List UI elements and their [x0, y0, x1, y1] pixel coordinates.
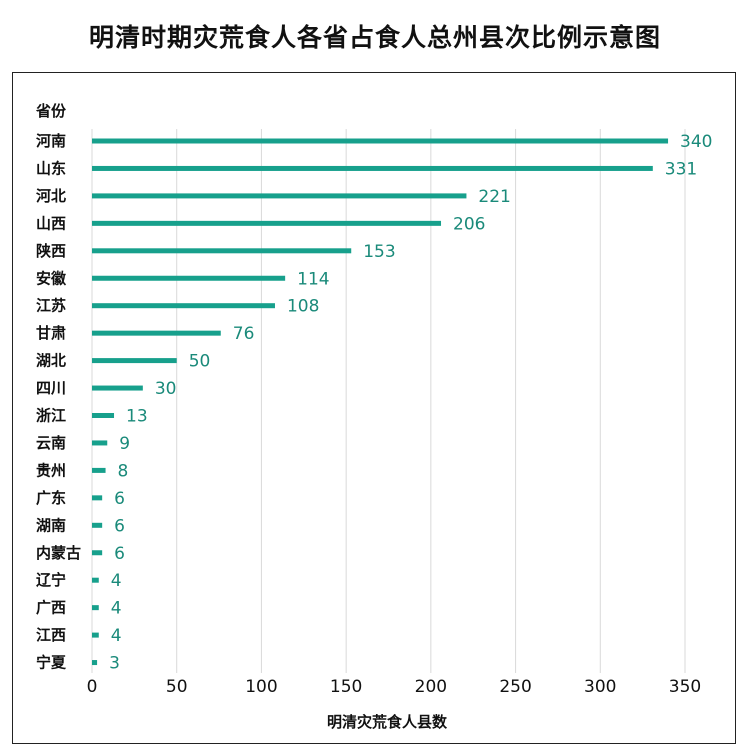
bar	[92, 467, 106, 473]
category-label: 安徽	[36, 269, 67, 287]
value-label: 30	[155, 379, 177, 399]
category-label: 宁夏	[36, 654, 67, 672]
value-label: 50	[189, 352, 211, 372]
bar	[92, 330, 221, 336]
bar	[92, 275, 286, 281]
bar	[92, 385, 143, 391]
value-label: 153	[363, 242, 395, 262]
x-tick-label: 0	[87, 677, 98, 697]
category-label: 山西	[36, 214, 66, 232]
category-label: 四川	[36, 379, 66, 397]
grid-layer	[91, 129, 686, 673]
value-label: 6	[114, 489, 125, 509]
bar	[92, 605, 99, 611]
category-label: 浙江	[36, 407, 66, 425]
category-label: 云南	[36, 434, 66, 452]
x-tick-label: 250	[499, 677, 531, 697]
bar	[92, 550, 103, 556]
bar	[92, 358, 177, 364]
x-tick-label: 350	[669, 677, 701, 697]
x-tick-label: 50	[166, 677, 188, 697]
value-label: 8	[118, 461, 129, 481]
value-label: 108	[287, 297, 319, 317]
bar	[92, 303, 275, 309]
category-label: 贵州	[36, 461, 66, 479]
value-label: 6	[114, 516, 125, 536]
bar	[92, 495, 103, 501]
bar	[92, 413, 115, 418]
category-label: 湖北	[36, 352, 66, 370]
category-label: 内蒙古	[36, 544, 81, 562]
x-tick-label: 150	[330, 677, 362, 697]
bar	[92, 660, 98, 666]
category-label: 陕西	[36, 242, 66, 260]
value-label: 4	[111, 626, 122, 646]
value-label: 9	[119, 434, 130, 454]
y-axis-title: 省份	[35, 102, 67, 120]
bar	[92, 248, 352, 254]
value-label: 4	[111, 571, 122, 591]
value-label: 221	[478, 187, 510, 207]
category-label: 山东	[36, 159, 66, 177]
category-label: 河南	[36, 132, 66, 150]
value-label: 4	[111, 599, 122, 619]
value-label: 206	[453, 214, 485, 234]
value-label: 340	[680, 132, 712, 152]
bar	[92, 138, 669, 144]
value-label: 331	[665, 159, 697, 179]
category-label: 江西	[36, 626, 66, 644]
value-label: 114	[297, 269, 329, 289]
bar	[92, 165, 653, 171]
value-label: 76	[233, 324, 255, 344]
value-label: 13	[126, 407, 148, 427]
bar	[92, 577, 99, 583]
chart-frame: 0 50 100 150 200 250 300 350 河南 340 山东 331 河北 221 山西 20…	[12, 72, 736, 744]
x-tick-label: 200	[415, 677, 447, 697]
chart-title: 明清时期灾荒食人各省占食人总州县次比例示意图	[88, 23, 661, 52]
category-label: 湖南	[36, 516, 66, 534]
value-label: 3	[109, 654, 120, 674]
bar	[92, 193, 467, 199]
bar	[92, 440, 108, 446]
category-label: 江苏	[36, 297, 66, 315]
x-tick-label: 100	[245, 677, 277, 697]
bar	[92, 522, 103, 528]
category-label: 河北	[36, 187, 66, 205]
category-label: 广东	[36, 489, 66, 507]
category-label: 辽宁	[36, 571, 66, 589]
x-tick-label: 300	[584, 677, 616, 697]
bar	[92, 220, 442, 226]
x-axis-title: 明清灾荒食人县数	[327, 713, 448, 731]
bar-layer	[92, 138, 669, 666]
bar	[92, 632, 99, 638]
category-label: 广西	[36, 599, 66, 617]
value-label: 6	[114, 544, 125, 564]
category-label: 甘肃	[36, 324, 66, 342]
